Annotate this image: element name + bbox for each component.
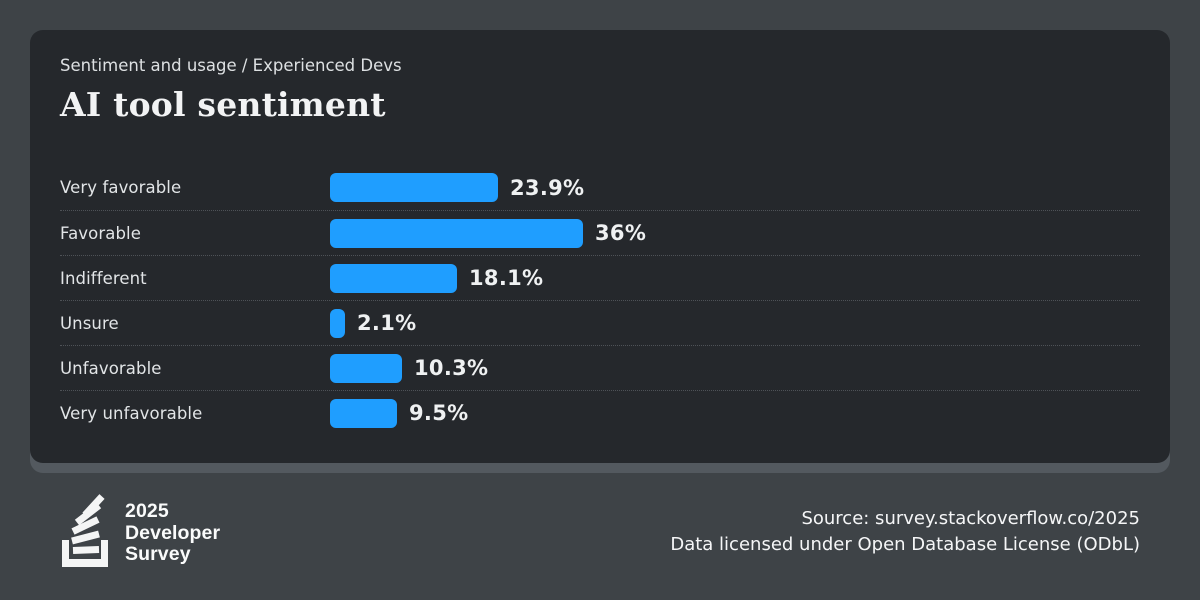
- bar-label: Very favorable: [60, 178, 182, 197]
- bar-value: 9.5%: [409, 401, 469, 425]
- license-line: Data licensed under Open Database Licens…: [670, 534, 1140, 555]
- bar: [330, 173, 498, 202]
- bar-row: Very unfavorable 9.5%: [60, 390, 1140, 435]
- survey-branding: 2025 Developer Survey: [60, 494, 220, 567]
- bar-value: 23.9%: [510, 175, 585, 200]
- bar: [330, 398, 397, 428]
- bar-chart: Very favorable 23.9% Favorable 36% Indif…: [60, 165, 1140, 435]
- bar-row: Indifferent 18.1%: [60, 255, 1140, 300]
- chart-card: Sentiment and usage / Experienced Devs A…: [30, 30, 1170, 463]
- bar: [330, 308, 345, 338]
- bar-value: 10.3%: [414, 356, 489, 380]
- bar-row: Very favorable 23.9%: [60, 165, 1140, 210]
- bar-label: Unsure: [60, 313, 119, 333]
- source-attribution: Source: survey.stackoverflow.co/2025 Dat…: [670, 506, 1140, 558]
- stackoverflow-logo: [62, 494, 108, 567]
- source-line: Source: survey.stackoverflow.co/2025: [801, 508, 1140, 529]
- bar-row: Unfavorable 10.3%: [60, 345, 1140, 390]
- bar: [330, 218, 583, 248]
- bar-label: Indifferent: [60, 268, 147, 288]
- page-title: AI tool sentiment: [60, 85, 386, 124]
- survey-wordmark: 2025 Developer Survey: [125, 500, 221, 566]
- survey-wordmark-line: 2025: [125, 500, 169, 522]
- bar-value: 18.1%: [469, 266, 544, 290]
- bar: [330, 353, 402, 383]
- bar: [330, 263, 457, 293]
- bar-label: Unfavorable: [60, 358, 162, 378]
- bar-row: Favorable 36%: [60, 210, 1140, 255]
- breadcrumb: Sentiment and usage / Experienced Devs: [60, 56, 402, 75]
- survey-wordmark-line: Developer: [125, 521, 221, 544]
- bar-value: 2.1%: [357, 311, 417, 335]
- bar-row: Unsure 2.1%: [60, 300, 1140, 345]
- bar-label: Very unfavorable: [60, 403, 203, 423]
- survey-wordmark-line: Survey: [125, 543, 191, 565]
- bar-label: Favorable: [60, 223, 141, 243]
- bar-value: 36%: [595, 221, 647, 245]
